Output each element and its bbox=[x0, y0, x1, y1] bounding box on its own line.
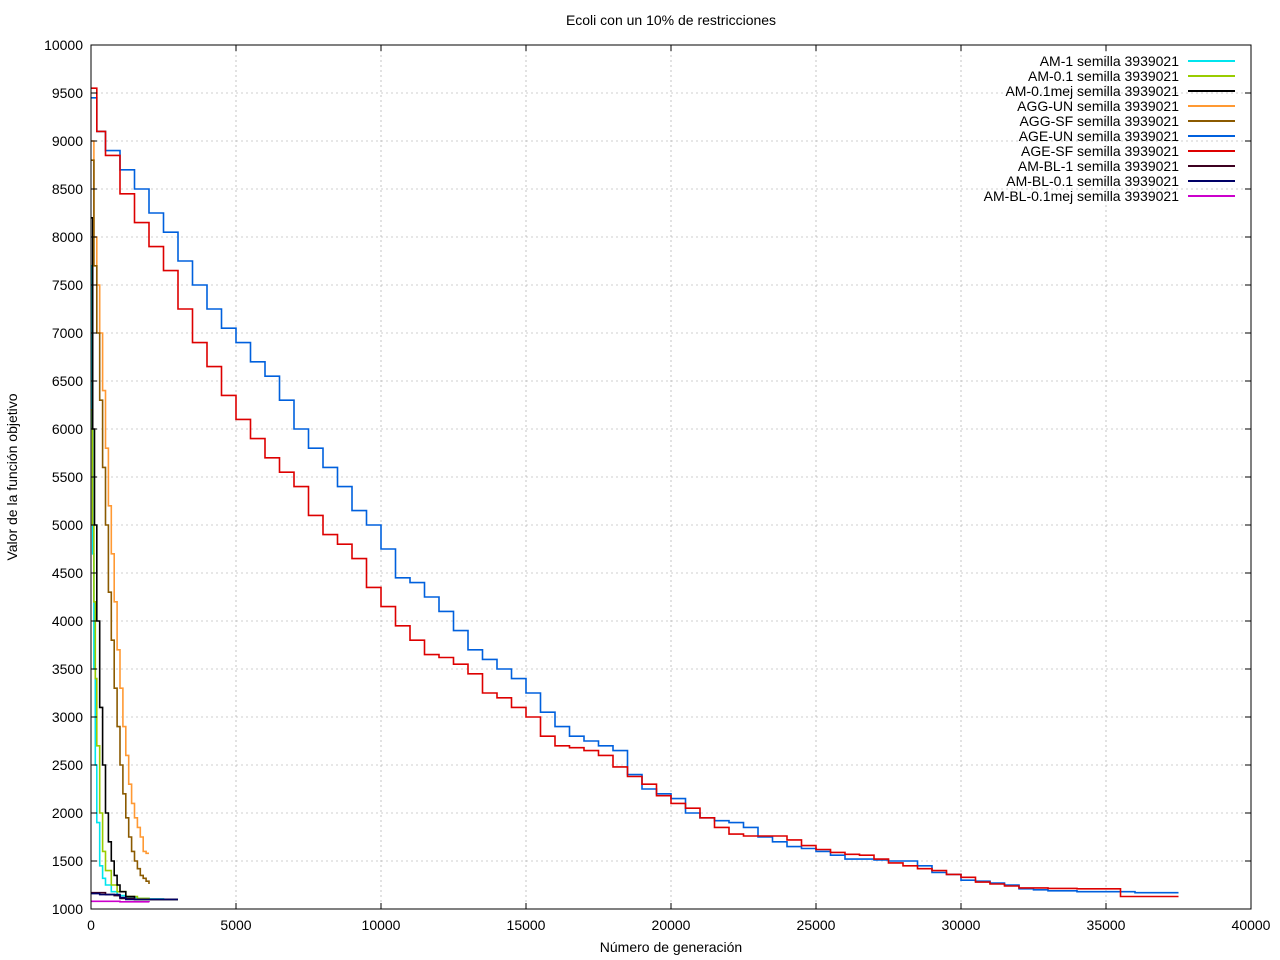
y-tick-label: 3500 bbox=[52, 661, 83, 677]
series-line bbox=[91, 409, 178, 901]
x-tick-label: 20000 bbox=[652, 917, 691, 933]
y-tick-label: 8000 bbox=[52, 229, 83, 245]
series-line bbox=[91, 87, 1179, 898]
legend-label: AGE-UN semilla 3939021 bbox=[1019, 128, 1180, 144]
x-tick-label: 15000 bbox=[507, 917, 546, 933]
x-tick-label: 5000 bbox=[220, 917, 251, 933]
axis-ticks: 0 5000 10000 15000 20000 25000 30000 35000 40000… bbox=[44, 37, 1271, 933]
series-line bbox=[91, 900, 150, 903]
legend-label: AM-BL-0.1 semilla 3939021 bbox=[1006, 173, 1179, 189]
series-line bbox=[91, 159, 150, 884]
y-tick-label: 4000 bbox=[52, 613, 83, 629]
legend-label: AM-BL-1 semilla 3939021 bbox=[1018, 158, 1179, 174]
y-tick-label: 2500 bbox=[52, 757, 83, 773]
series-line bbox=[91, 97, 1179, 894]
y-tick-label: 10000 bbox=[44, 37, 83, 53]
y-tick-label: 9500 bbox=[52, 85, 83, 101]
grid bbox=[91, 45, 1251, 909]
y-tick-label: 7500 bbox=[52, 277, 83, 293]
y-tick-label: 9000 bbox=[52, 133, 83, 149]
x-tick-label: 30000 bbox=[942, 917, 981, 933]
y-axis-label: Valor de la función objetivo bbox=[4, 393, 20, 560]
y-tick-label: 5000 bbox=[52, 517, 83, 533]
y-tick-label: 4500 bbox=[52, 565, 83, 581]
x-tick-label: 35000 bbox=[1087, 917, 1126, 933]
legend-label: AM-BL-0.1mej semilla 3939021 bbox=[984, 188, 1180, 204]
y-tick-label: 8500 bbox=[52, 181, 83, 197]
y-tick-label: 3000 bbox=[52, 709, 83, 725]
series-line bbox=[91, 140, 149, 855]
x-tick-label: 10000 bbox=[362, 917, 401, 933]
y-tick-label: 7000 bbox=[52, 325, 83, 341]
series-line bbox=[91, 892, 178, 901]
y-tick-label: 1500 bbox=[52, 853, 83, 869]
legend-label: AM-0.1mej semilla 3939021 bbox=[1005, 83, 1179, 99]
legend-label: AGG-UN semilla 3939021 bbox=[1017, 98, 1179, 114]
y-tick-label: 1000 bbox=[52, 901, 83, 917]
x-tick-label: 0 bbox=[87, 917, 95, 933]
y-tick-label: 6000 bbox=[52, 421, 83, 437]
chart-title: Ecoli con un 10% de restricciones bbox=[566, 12, 776, 28]
legend-label: AGG-SF semilla 3939021 bbox=[1019, 113, 1179, 129]
legend-label: AM-0.1 semilla 3939021 bbox=[1028, 68, 1179, 84]
y-tick-label: 2000 bbox=[52, 805, 83, 821]
series-line bbox=[91, 217, 178, 901]
series-lines bbox=[91, 87, 1179, 903]
y-tick-label: 6500 bbox=[52, 373, 83, 389]
y-tick-label: 5500 bbox=[52, 469, 83, 485]
x-axis-label: Número de generación bbox=[600, 939, 742, 955]
x-tick-label: 40000 bbox=[1232, 917, 1271, 933]
legend-label: AGE-SF semilla 3939021 bbox=[1021, 143, 1179, 159]
legend-label: AM-1 semilla 3939021 bbox=[1040, 53, 1180, 69]
x-tick-label: 25000 bbox=[797, 917, 836, 933]
